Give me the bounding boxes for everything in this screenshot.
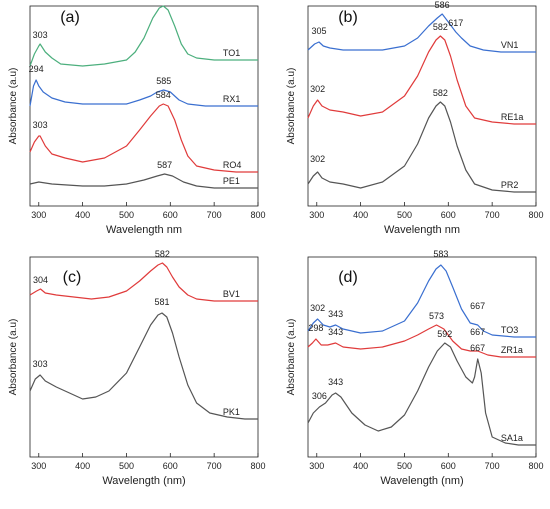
peak-label: 581 <box>154 297 169 307</box>
x-tick-label: 700 <box>485 461 500 471</box>
series-name-PR2: PR2 <box>501 180 519 190</box>
x-tick-label: 400 <box>75 210 90 220</box>
peak-label: 343 <box>328 377 343 387</box>
x-tick-label: 500 <box>119 461 134 471</box>
series-line-BV1 <box>29 262 258 302</box>
x-tick-label: 400 <box>75 461 90 471</box>
peak-label: 294 <box>29 64 44 74</box>
x-tick-label: 800 <box>528 210 543 220</box>
peak-label: 582 <box>155 249 170 259</box>
peak-label: 667 <box>470 327 485 337</box>
panel-d: 300 400 500 600 700 800 Wavelength (nm) Absorba… <box>286 249 544 487</box>
x-tick-label: 800 <box>250 461 265 471</box>
series-name-TO3: TO3 <box>501 325 518 335</box>
x-tick-label: 300 <box>309 461 324 471</box>
y-axis-title: Absorbance (a.u) <box>286 68 297 145</box>
x-tick-label: 800 <box>528 461 543 471</box>
x-tick-label: 600 <box>163 210 178 220</box>
plot-frame <box>29 256 259 458</box>
x-tick-label: 500 <box>397 461 412 471</box>
series-name-TO1: TO1 <box>223 48 240 58</box>
peak-label: 585 <box>156 76 171 86</box>
series-line-RO4 <box>29 103 258 173</box>
panel-letter: (d) <box>338 269 358 286</box>
x-tick-label: 800 <box>250 210 265 220</box>
panel-letter: (a) <box>60 9 80 26</box>
series-line-PR2 <box>307 101 536 193</box>
peak-label: 298 <box>308 323 323 333</box>
series-name-RO4: RO4 <box>223 160 242 170</box>
series-name-VN1: VN1 <box>501 40 519 50</box>
x-tick-label: 700 <box>207 461 222 471</box>
x-tick-label: 700 <box>485 210 500 220</box>
x-tick-label: 400 <box>353 461 368 471</box>
series-line-PE1 <box>29 173 258 189</box>
x-axis-title: Wavelength (nm) <box>102 475 185 487</box>
peak-label: 343 <box>328 309 343 319</box>
peak-label: 305 <box>311 26 326 36</box>
x-tick-label: 600 <box>441 210 456 220</box>
series-line-RX1 <box>29 79 258 107</box>
peak-label: 573 <box>429 311 444 321</box>
peak-label: 617 <box>448 18 463 28</box>
peak-label: 302 <box>310 303 325 313</box>
x-axis-title: Wavelength (nm) <box>380 475 463 487</box>
series-name-PE1: PE1 <box>223 176 240 186</box>
peak-label: 303 <box>33 359 48 369</box>
peak-label: 306 <box>312 391 327 401</box>
series-name-RX1: RX1 <box>223 94 241 104</box>
x-tick-label: 700 <box>207 210 222 220</box>
peak-label: 304 <box>33 275 48 285</box>
series-name-RE1a: RE1a <box>501 112 524 122</box>
x-tick-label: 500 <box>119 210 134 220</box>
panel-c: 300 400 500 600 700 800 Wavelength (nm) Absorba… <box>8 249 266 487</box>
x-tick-label: 300 <box>31 461 46 471</box>
series-name-PK1: PK1 <box>223 407 240 417</box>
series-line-ZR1a <box>307 324 536 358</box>
x-tick-label: 500 <box>397 210 412 220</box>
series-name-SA1a: SA1a <box>501 433 523 443</box>
peak-label: 343 <box>328 327 343 337</box>
series-line-TO3 <box>307 264 536 338</box>
peak-label: 667 <box>470 301 485 311</box>
x-tick-label: 400 <box>353 210 368 220</box>
plot-frame <box>307 5 537 207</box>
peak-label: 592 <box>437 329 452 339</box>
series-line-PK1 <box>29 312 258 420</box>
peak-label: 302 <box>310 84 325 94</box>
peak-label: 583 <box>433 249 448 259</box>
peak-label: 667 <box>470 343 485 353</box>
peak-label: 586 <box>435 0 450 10</box>
x-tick-label: 600 <box>441 461 456 471</box>
series-name-ZR1a: ZR1a <box>501 345 523 355</box>
series-line-TO1 <box>29 5 258 67</box>
y-axis-title: Absorbance (a.u) <box>8 319 19 396</box>
peak-label: 303 <box>33 120 48 130</box>
x-tick-label: 300 <box>309 210 324 220</box>
peak-label: 582 <box>433 22 448 32</box>
x-axis-title: Wavelength nm <box>384 224 460 236</box>
panel-b: 300 400 500 600 700 800 Wavelength nm Absorbanc… <box>286 0 544 236</box>
panel-letter: (b) <box>338 9 358 26</box>
y-axis-title: Absorbance (a.u) <box>8 68 19 145</box>
peak-label: 303 <box>33 30 48 40</box>
peak-label: 582 <box>433 88 448 98</box>
series-name-BV1: BV1 <box>223 289 240 299</box>
y-axis-title: Absorbance (a.u) <box>286 319 297 396</box>
series-line-VN1 <box>307 13 536 53</box>
series-line-SA1a <box>307 342 536 446</box>
x-axis-title: Wavelength nm <box>106 224 182 236</box>
peak-label: 587 <box>157 160 172 170</box>
panel-letter: (c) <box>63 269 82 286</box>
peak-label: 584 <box>156 90 171 100</box>
x-tick-label: 300 <box>31 210 46 220</box>
x-tick-label: 600 <box>163 461 178 471</box>
peak-label: 302 <box>310 154 325 164</box>
series-line-RE1a <box>307 35 536 125</box>
panel-a: 300 400 500 600 700 800 Wavelength nm Absorbanc… <box>8 5 266 236</box>
